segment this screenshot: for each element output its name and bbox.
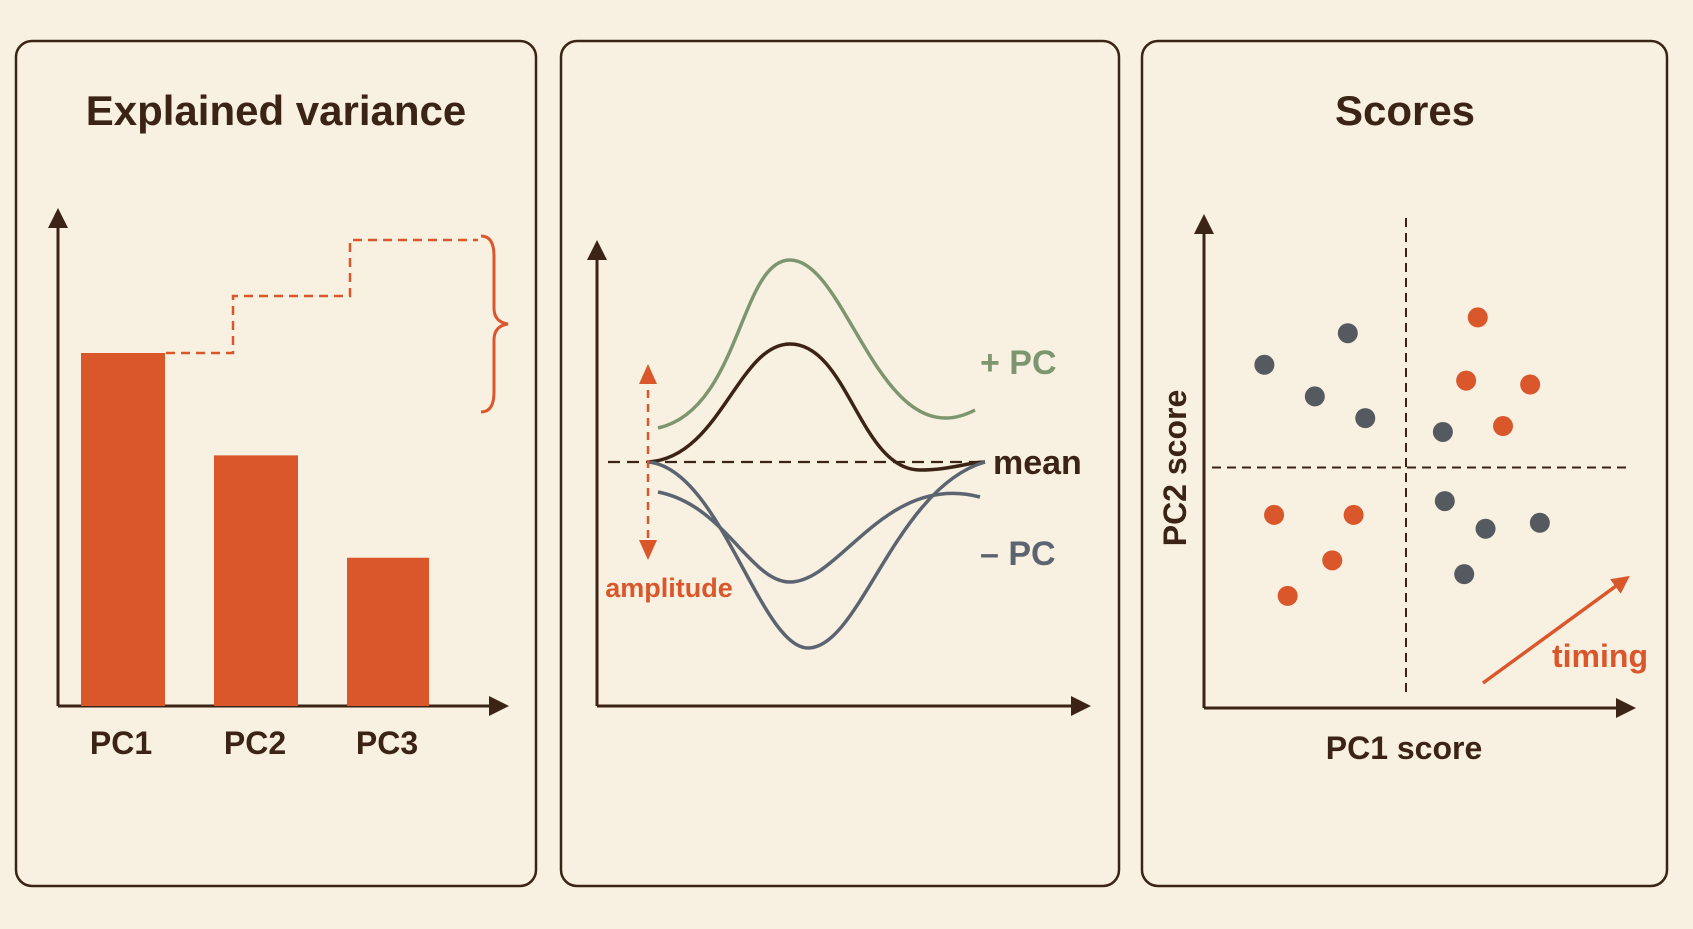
scores-panel-frame bbox=[1140, 39, 1669, 888]
score-point-1-2 bbox=[1520, 374, 1541, 395]
bar-label-pc2: PC2 bbox=[224, 725, 286, 761]
bar-label-pc1: PC1 bbox=[90, 725, 152, 761]
plus-pc-curve bbox=[657, 258, 976, 430]
score-point-0-0 bbox=[1337, 323, 1358, 344]
score-point-1-3 bbox=[1493, 416, 1513, 437]
scores-y-label: PC2 score bbox=[1157, 390, 1193, 547]
score-point-1-6 bbox=[1322, 550, 1343, 571]
amplitude-label: amplitude bbox=[605, 573, 733, 603]
score-point-0-6 bbox=[1475, 518, 1496, 539]
cumulative-brace bbox=[480, 234, 509, 414]
bar-pc3 bbox=[347, 557, 429, 706]
score-point-0-4 bbox=[1432, 421, 1453, 442]
modes-panel-frame bbox=[559, 39, 1121, 888]
modes-panel: + PC mean – PC amplitude bbox=[559, 39, 1121, 888]
mean-curve bbox=[647, 342, 986, 472]
minus-pc-curve-outer bbox=[647, 460, 986, 650]
variance-title: Explained variance bbox=[86, 87, 467, 134]
score-points bbox=[1254, 307, 1550, 606]
variance-panel-frame bbox=[14, 39, 538, 888]
scores-x-label: PC1 score bbox=[1326, 730, 1483, 766]
score-point-1-1 bbox=[1456, 370, 1477, 391]
score-point-0-8 bbox=[1454, 564, 1475, 585]
mean-label: mean bbox=[993, 444, 1082, 482]
score-point-1-7 bbox=[1277, 585, 1298, 606]
minus-pc-label: – PC bbox=[980, 535, 1056, 573]
amplitude-arrow-down-head bbox=[639, 540, 657, 560]
variance-panel: Explained variance PC1 PC2 PC3 bbox=[14, 39, 538, 888]
bar-label-pc3: PC3 bbox=[356, 725, 418, 761]
amplitude-arrow-up-head bbox=[639, 364, 657, 384]
plus-pc-label: + PC bbox=[980, 344, 1057, 382]
cumulative-variance-line bbox=[166, 238, 478, 355]
score-point-1-0 bbox=[1467, 307, 1488, 328]
bar-pc2 bbox=[214, 455, 298, 706]
minus-pc-curve-inner bbox=[657, 490, 981, 584]
score-point-0-3 bbox=[1355, 408, 1376, 429]
score-point-1-4 bbox=[1264, 504, 1285, 525]
scores-panel: Scores timing PC1 score PC2 score bbox=[1140, 39, 1669, 888]
timing-arrow bbox=[1481, 575, 1630, 685]
bar-pc1 bbox=[81, 353, 165, 706]
score-point-0-1 bbox=[1254, 354, 1275, 375]
scores-title: Scores bbox=[1335, 87, 1475, 134]
score-point-0-2 bbox=[1304, 386, 1325, 407]
score-point-0-7 bbox=[1529, 512, 1550, 533]
timing-label: timing bbox=[1552, 638, 1648, 674]
score-point-0-5 bbox=[1434, 491, 1455, 512]
score-point-1-5 bbox=[1343, 504, 1364, 525]
